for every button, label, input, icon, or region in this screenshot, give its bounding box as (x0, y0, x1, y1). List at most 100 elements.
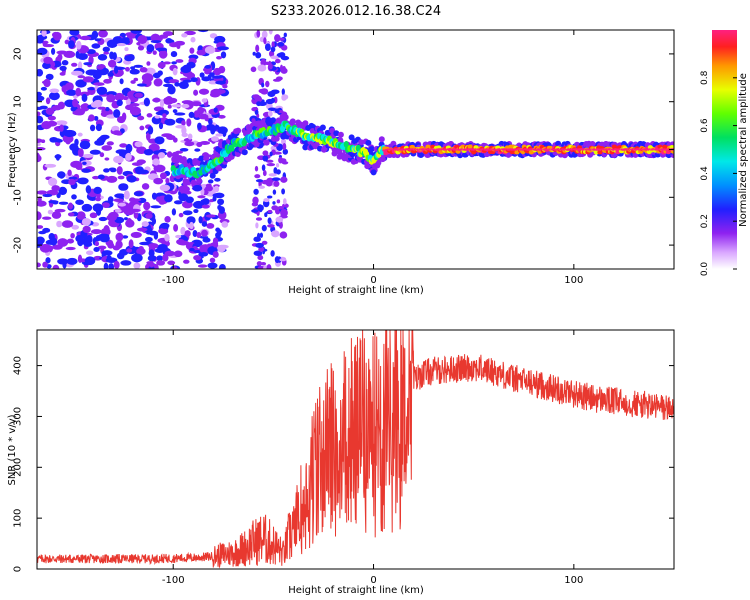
noise-speckle (79, 35, 92, 41)
noise-speckle (259, 232, 264, 238)
noise-speckle (147, 255, 157, 262)
noise-speckle (37, 153, 41, 162)
y-tick-label: 10 (13, 95, 24, 108)
noise-speckle (97, 174, 105, 180)
noise-speckle (186, 216, 196, 225)
y-tick-label: 0 (13, 566, 24, 572)
noise-speckle (156, 243, 168, 251)
noise-speckle (261, 30, 268, 39)
noise-speckle (271, 177, 281, 182)
noise-speckle (43, 78, 51, 88)
noise-speckle (56, 220, 63, 228)
noise-speckle (41, 30, 47, 37)
noise-speckle (152, 97, 161, 103)
colorbar-tick-label: 0.6 (700, 118, 710, 133)
noise-speckle (149, 260, 154, 268)
noise-speckle (114, 92, 125, 102)
noise-speckle (126, 248, 133, 253)
noise-speckle (158, 34, 169, 39)
noise-speckle (209, 72, 215, 77)
noise-speckle (90, 229, 103, 235)
noise-speckle (262, 155, 269, 162)
noise-speckle (173, 224, 179, 232)
noise-speckle (116, 166, 123, 175)
noise-speckle (37, 142, 41, 147)
noise-speckle (172, 266, 178, 269)
noise-speckle (137, 45, 145, 51)
noise-speckle (164, 250, 176, 257)
noise-speckle (83, 241, 93, 247)
noise-speckle (57, 238, 69, 247)
noise-speckle (209, 257, 216, 263)
noise-speckle (48, 200, 59, 204)
noise-speckle (124, 55, 134, 62)
noise-speckle (123, 190, 130, 200)
noise-speckle (254, 96, 263, 103)
noise-speckle (162, 253, 169, 262)
noise-speckle (250, 66, 257, 73)
noise-speckle (258, 88, 265, 94)
noise-speckle (141, 73, 154, 83)
noise-speckle (280, 176, 288, 183)
noise-speckle (190, 36, 196, 43)
noise-speckle (202, 198, 210, 205)
ridge-halo (333, 130, 340, 137)
noise-speckle (171, 208, 177, 216)
noise-speckle (146, 61, 151, 66)
ridge-halo (235, 127, 242, 134)
noise-speckle (199, 244, 205, 253)
noise-speckle (273, 180, 280, 187)
noise-speckle (251, 202, 259, 207)
noise-speckle (253, 188, 259, 195)
noise-speckle (201, 221, 208, 227)
noise-speckle (197, 106, 205, 115)
noise-speckle (57, 258, 69, 265)
noise-speckle (136, 247, 146, 255)
noise-speckle (57, 171, 66, 179)
noise-speckle (121, 112, 127, 121)
x-tick-label: 0 (370, 275, 376, 286)
noise-speckle (93, 255, 103, 261)
noise-speckle (37, 236, 45, 245)
noise-speckle (267, 217, 272, 225)
noise-speckle (156, 260, 166, 266)
ridge-point (218, 156, 224, 163)
noise-speckle (201, 229, 208, 237)
noise-speckle (173, 250, 183, 258)
noise-speckle (174, 82, 180, 87)
noise-speckle (265, 180, 273, 187)
noise-speckle (37, 68, 44, 77)
noise-speckle (217, 204, 222, 211)
noise-speckle (143, 148, 154, 156)
chart-title: S233.2026.012.16.38.C24 (271, 4, 441, 19)
noise-speckle (263, 37, 267, 45)
noise-speckle (125, 98, 131, 106)
noise-speckle (192, 230, 198, 237)
noise-speckle (101, 202, 110, 209)
noise-speckle (157, 152, 166, 159)
noise-speckle (77, 61, 83, 70)
noise-speckle (198, 251, 209, 257)
noise-speckle (115, 71, 124, 76)
noise-speckle (120, 260, 132, 266)
noise-speckle (197, 195, 206, 199)
noise-speckle (258, 246, 265, 252)
noise-speckle (155, 47, 168, 51)
noise-speckle (262, 150, 269, 156)
noise-speckle (153, 78, 163, 87)
colorbar-gradient (712, 30, 737, 269)
spectrogram-ylabel: Frequency (Hz) (7, 112, 18, 188)
noise-speckle (261, 82, 265, 88)
noise-speckle (180, 226, 186, 236)
noise-speckle (265, 159, 274, 163)
noise-speckle (154, 115, 161, 119)
noise-speckle (150, 205, 162, 209)
noise-speckle (201, 98, 208, 103)
noise-speckle (106, 39, 118, 49)
noise-speckle (68, 178, 76, 186)
noise-speckle (133, 191, 144, 197)
snr-xlabel: Height of straight line (km) (288, 585, 424, 596)
noise-speckle (217, 126, 228, 135)
noise-speckle (115, 240, 123, 249)
noise-speckle (270, 89, 280, 95)
